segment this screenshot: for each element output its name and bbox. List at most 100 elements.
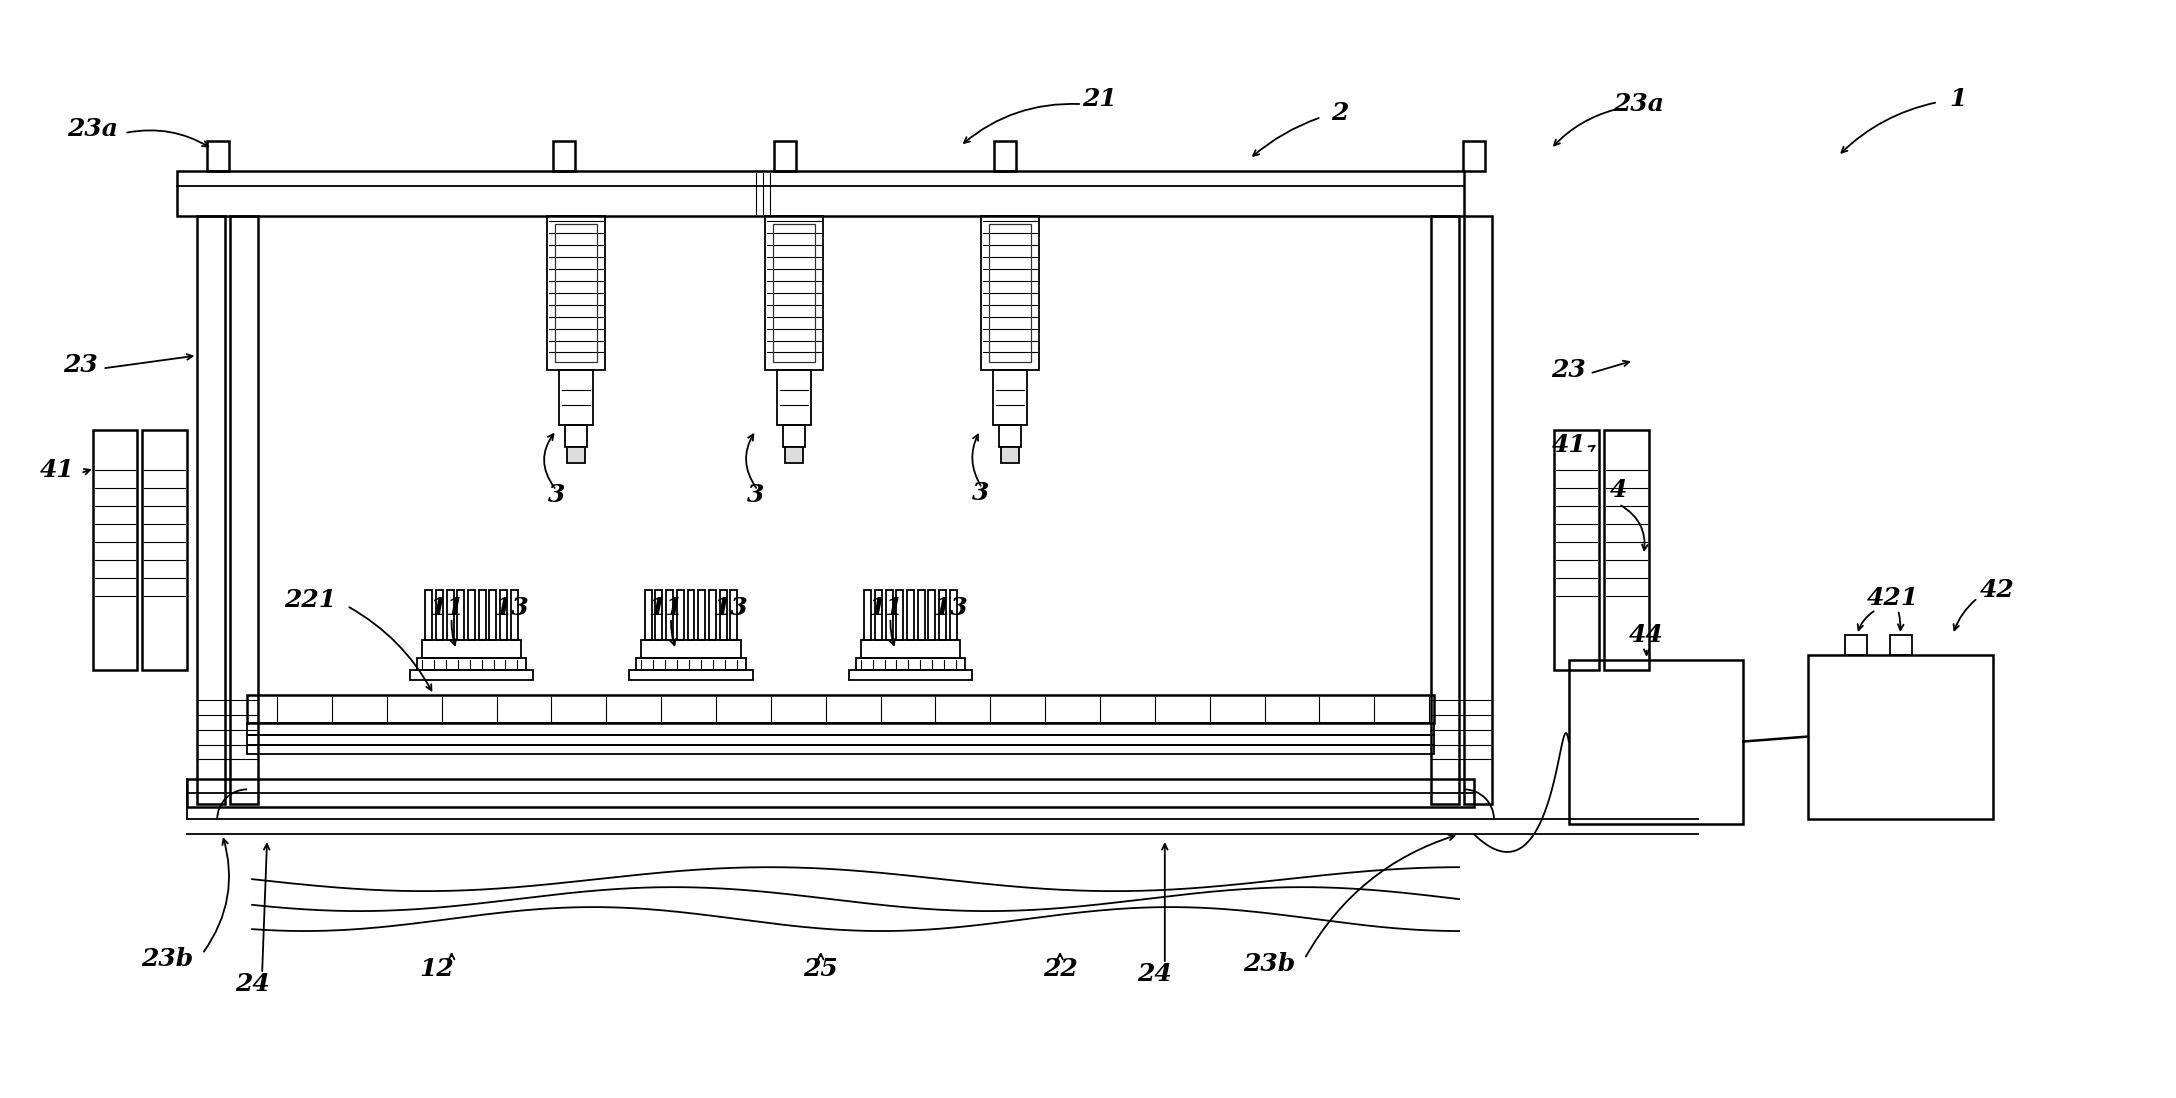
Bar [231, 216, 259, 805]
Bar [479, 590, 485, 640]
Bar [655, 590, 662, 640]
Bar [435, 590, 444, 640]
Bar [1462, 141, 1484, 171]
Text: 23b: 23b [1242, 952, 1295, 976]
Text: 24: 24 [1138, 962, 1173, 986]
Bar [176, 171, 1464, 216]
Text: 3: 3 [746, 483, 764, 507]
Text: 3: 3 [548, 483, 566, 507]
Bar [999, 425, 1021, 447]
Bar [409, 670, 533, 680]
Bar [94, 430, 137, 670]
Bar [1432, 216, 1460, 805]
Bar [457, 590, 463, 640]
Bar [468, 590, 474, 640]
Bar [775, 141, 796, 171]
Text: 2: 2 [1332, 101, 1349, 125]
Bar [849, 670, 973, 680]
Text: 41: 41 [1551, 434, 1586, 457]
Bar [666, 590, 672, 640]
Text: 13: 13 [494, 596, 529, 620]
Bar [777, 370, 812, 425]
Bar [553, 141, 574, 171]
Bar [731, 590, 738, 640]
Bar [559, 370, 594, 425]
Bar [187, 780, 1473, 807]
Bar [568, 447, 585, 463]
Bar [198, 216, 224, 805]
Bar [783, 425, 805, 447]
Bar [1604, 430, 1649, 670]
Bar [424, 590, 433, 640]
Text: 44: 44 [1630, 623, 1665, 647]
Bar [994, 141, 1016, 171]
Text: 13: 13 [714, 596, 749, 620]
Text: 23a: 23a [1612, 92, 1665, 116]
Bar [1808, 654, 1993, 819]
Bar [635, 658, 746, 670]
Bar [141, 430, 187, 670]
Text: 23: 23 [63, 354, 98, 378]
Bar [248, 744, 1434, 754]
Bar [1845, 635, 1867, 654]
Text: 4: 4 [1610, 478, 1628, 502]
Bar [786, 447, 803, 463]
Bar [566, 425, 588, 447]
Bar [1554, 430, 1599, 670]
Bar [422, 640, 522, 658]
Bar [886, 590, 892, 640]
Text: 23a: 23a [67, 117, 118, 141]
Bar [990, 224, 1031, 362]
Text: 11: 11 [868, 596, 903, 620]
Bar [207, 141, 228, 171]
Bar [511, 590, 518, 640]
Text: 42: 42 [1980, 578, 2015, 602]
Bar [918, 590, 925, 640]
Text: 221: 221 [283, 587, 335, 612]
Bar [500, 590, 507, 640]
Bar [248, 722, 1434, 735]
Bar [548, 216, 605, 370]
Text: 13: 13 [934, 596, 968, 620]
Bar [772, 224, 814, 362]
Bar [677, 590, 683, 640]
Bar [897, 590, 903, 640]
Bar [949, 590, 957, 640]
Bar [992, 370, 1027, 425]
Bar [248, 695, 1434, 722]
Bar [555, 224, 596, 362]
Text: 41: 41 [39, 458, 74, 482]
Text: 12: 12 [420, 957, 455, 981]
Bar [864, 590, 870, 640]
Bar [929, 590, 936, 640]
Bar [764, 216, 823, 370]
Text: 421: 421 [1867, 586, 1919, 609]
Bar [720, 590, 727, 640]
Bar [709, 590, 716, 640]
Text: 1: 1 [1950, 87, 1967, 111]
Text: 11: 11 [429, 596, 463, 620]
Text: 23b: 23b [141, 946, 194, 971]
Bar [860, 640, 960, 658]
Bar [698, 590, 705, 640]
Text: 25: 25 [803, 957, 838, 981]
Bar [1569, 660, 1743, 825]
Text: 11: 11 [648, 596, 683, 620]
Bar [642, 640, 740, 658]
Bar [875, 590, 881, 640]
Bar [1001, 447, 1018, 463]
Bar [629, 670, 753, 680]
Bar [981, 216, 1040, 370]
Bar [1464, 216, 1493, 805]
Bar [248, 735, 1434, 744]
Text: 24: 24 [235, 972, 270, 996]
Text: 23: 23 [1551, 358, 1586, 382]
Bar [490, 590, 496, 640]
Bar [416, 658, 527, 670]
Bar [1891, 635, 1913, 654]
Bar [940, 590, 947, 640]
Text: 21: 21 [1084, 87, 1116, 111]
Bar [644, 590, 653, 640]
Text: 3: 3 [973, 481, 988, 505]
Bar [907, 590, 914, 640]
